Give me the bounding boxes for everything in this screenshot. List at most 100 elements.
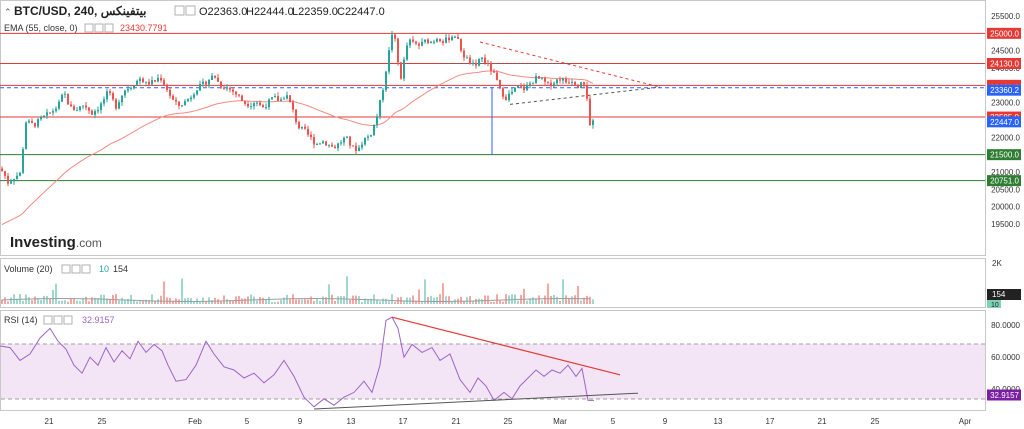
close-icon[interactable] (63, 315, 73, 325)
candle-body (214, 75, 216, 78)
candle-body (91, 110, 93, 115)
candle-body (25, 122, 27, 150)
close-icon[interactable] (81, 264, 91, 274)
candle (166, 83, 168, 93)
candle-body (118, 102, 120, 109)
candle-body (592, 120, 594, 126)
candle (91, 109, 93, 115)
candle-body (280, 99, 282, 101)
candle (541, 77, 543, 80)
rsi-legend[interactable]: RSI (14) 32.9157 (4, 315, 115, 325)
candle-body (403, 59, 405, 79)
candle-body (421, 41, 423, 46)
candle-body (94, 111, 96, 115)
eye-icon[interactable] (84, 23, 94, 33)
settings-icon[interactable] (94, 23, 104, 33)
candle (337, 142, 339, 152)
svg-text:Investing.com: Investing.com (10, 234, 102, 251)
candle-body (217, 77, 219, 82)
settings-icon[interactable] (71, 264, 81, 274)
candle (283, 96, 285, 100)
volume-bar (487, 295, 489, 304)
candle-body (109, 91, 111, 94)
rsi-tick-label: 60.0000 (991, 353, 1020, 362)
volume-bar (151, 294, 153, 304)
candle (346, 136, 348, 139)
volume-bar (328, 284, 330, 304)
candle-body (583, 82, 585, 86)
volume-bar (232, 301, 234, 304)
volume-bar (346, 276, 348, 304)
candle-body (190, 97, 192, 100)
candle (163, 78, 165, 86)
level-tag-label: 20751.0 (990, 177, 1019, 186)
settings-icon[interactable] (185, 5, 196, 16)
candle (181, 105, 183, 108)
investing-watermark: Investing.com (10, 234, 102, 251)
candle (493, 68, 495, 73)
price-tick-label: 21000.0 (991, 168, 1020, 177)
candle (235, 90, 237, 98)
candle (562, 77, 564, 85)
candle-body (445, 37, 447, 43)
symbol-legend[interactable]: ⌃ BTC/USD, 240, بيتفينكس O22363.0 H22444… (4, 4, 385, 19)
volume-bar (535, 298, 537, 304)
candle (250, 102, 252, 110)
rsi-upper-trendline (391, 316, 621, 376)
candle (37, 117, 39, 129)
volume-bar (529, 298, 531, 304)
volume-bar (331, 294, 333, 304)
candle-body (292, 102, 294, 110)
volume-bar (241, 298, 243, 304)
candle (457, 33, 459, 39)
x-tick-label: Feb (188, 417, 202, 426)
volume-legend[interactable]: Volume (20) 10 154 (4, 264, 128, 274)
candle (472, 59, 474, 66)
volume-value-green: 10 (99, 264, 109, 274)
candle-body (574, 81, 576, 86)
ema-legend[interactable]: EMA (55, close, 0) 23430.7791 (4, 23, 168, 33)
volume-bar (121, 297, 123, 304)
candle-body (208, 79, 210, 85)
candle (106, 88, 108, 103)
eye-icon[interactable] (43, 315, 53, 325)
candle-body (211, 75, 213, 80)
candle-body (46, 112, 48, 116)
volume-bar (256, 300, 258, 304)
candle (241, 94, 243, 101)
candle-body (358, 147, 360, 151)
volume-bar (538, 295, 540, 304)
candle (52, 108, 54, 116)
candle-body (100, 103, 102, 110)
candle (100, 101, 102, 114)
settings-icon[interactable] (53, 315, 63, 325)
volume-bar (418, 289, 420, 304)
candle-body (532, 83, 534, 85)
volume-tag-bg (987, 289, 1021, 300)
rsi-label: RSI (14) (4, 315, 38, 325)
candle-body (289, 95, 291, 103)
volume-bar (28, 297, 30, 304)
candle (139, 76, 141, 85)
candle (142, 77, 144, 83)
candle-body (424, 39, 426, 42)
candle (397, 37, 399, 66)
candle-body (127, 89, 129, 91)
candle (259, 100, 261, 107)
candle (451, 35, 453, 41)
candle-body (265, 107, 267, 109)
eye-icon[interactable] (174, 5, 185, 16)
candle (223, 86, 225, 90)
candle-body (124, 90, 126, 96)
volume-bar (127, 298, 129, 304)
candle (76, 107, 78, 112)
candle-body (406, 45, 408, 60)
eye-icon[interactable] (61, 264, 71, 274)
candle-body (13, 178, 15, 182)
chevron-down-icon[interactable]: ⌃ (4, 7, 12, 17)
candle-body (409, 39, 411, 46)
volume-bar (49, 299, 51, 304)
close-icon[interactable] (104, 23, 114, 33)
candle (421, 38, 423, 47)
